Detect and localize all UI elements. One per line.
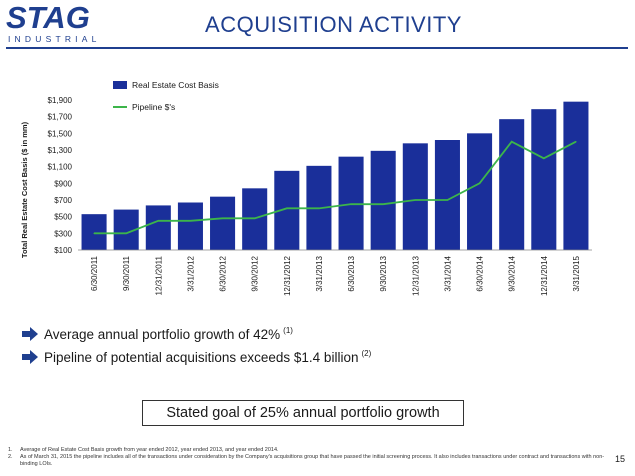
x-tick-label: 3/31/2014: [443, 255, 452, 291]
footnotes: 1. Average of Real Estate Cost Basis gro…: [8, 447, 608, 468]
x-tick-label: 12/31/2013: [411, 255, 420, 296]
x-tick-label: 3/31/2012: [186, 255, 195, 291]
x-tick-label: 6/30/2014: [476, 255, 485, 291]
footnote-1: 1. Average of Real Estate Cost Basis gro…: [8, 447, 608, 454]
bar-series: [81, 101, 589, 250]
footnote-2-number: 2.: [8, 454, 13, 460]
y-axis-ticks: $100 $300 $500 $700 $900 $1,100 $1,300 $1,500 $1…: [48, 96, 73, 255]
x-tick-label: 3/31/2015: [572, 255, 581, 291]
bar: [531, 109, 557, 250]
footnote-1-text: Average of Real Estate Cost Basis growth…: [20, 447, 279, 453]
bar: [499, 119, 525, 250]
pipeline-point: [93, 232, 95, 234]
pipeline-point: [543, 157, 545, 159]
bullet-pipeline: Pipeline of potential acquisitions excee…: [22, 348, 371, 366]
pipeline-point: [350, 203, 352, 205]
company-logo: STAG INDUSTRIAL: [6, 0, 116, 46]
page-number: 15: [614, 454, 625, 464]
y-tick-label: $100: [54, 246, 72, 255]
bar: [402, 143, 428, 250]
pipeline-point: [575, 141, 577, 143]
y-tick-label: $1,500: [48, 129, 73, 138]
y-tick-label: $900: [54, 179, 72, 188]
y-axis-title: Total Real Estate Cost Basis ($ in mm): [20, 121, 29, 258]
x-tick-label: 12/31/2012: [283, 255, 292, 296]
y-tick-label: $1,300: [48, 146, 73, 155]
x-tick-label: 9/30/2012: [251, 255, 260, 291]
x-tick-label: 6/30/2011: [90, 255, 99, 291]
footnote-2: 2. As of March 31, 2015 the pipeline inc…: [8, 454, 608, 468]
y-tick-label: $1,700: [48, 113, 73, 122]
bar: [563, 101, 589, 250]
x-tick-label: 9/30/2011: [122, 255, 131, 291]
pipeline-point: [221, 217, 224, 219]
x-tick-label: 9/30/2014: [508, 255, 517, 291]
pipeline-point: [478, 182, 481, 184]
y-tick-label: $1,100: [48, 163, 73, 172]
x-tick-label: 12/31/2014: [540, 255, 549, 296]
bar: [210, 196, 236, 250]
bar: [370, 150, 396, 250]
pipeline-point: [125, 232, 127, 234]
line-series: [93, 140, 577, 235]
y-tick-label: $300: [54, 229, 72, 238]
bullet-growth-text: Average annual portfolio growth of 42%: [44, 326, 281, 342]
arrow-right-icon: [22, 327, 38, 341]
pipeline-point: [446, 199, 449, 201]
bar: [81, 214, 107, 250]
x-tick-label: 3/31/2013: [315, 255, 324, 291]
legend-label-cost-basis: Real Estate Cost Basis: [132, 80, 219, 90]
y-tick-label: $500: [54, 213, 72, 222]
slide-title: ACQUISITION ACTIVITY: [205, 12, 462, 37]
y-tick-label: $700: [54, 196, 72, 205]
logo-wordmark: STAG: [6, 0, 90, 35]
title-rule: [6, 47, 628, 49]
bullet-pipeline-footnote: (2): [361, 348, 372, 358]
legend-label-pipeline: Pipeline $'s: [132, 102, 175, 112]
pipeline-point: [286, 207, 288, 209]
bullet-growth: Average annual portfolio growth of 42% (…: [22, 325, 293, 343]
footnote-1-number: 1.: [8, 447, 13, 453]
goal-text: Stated goal of 25% annual portfolio grow…: [166, 405, 440, 421]
pipeline-point: [189, 220, 192, 222]
x-tick-label: 6/30/2012: [219, 255, 228, 291]
chart-legend: Real Estate Cost Basis Pipeline $'s: [113, 80, 219, 112]
arrow-right-icon: [22, 350, 38, 364]
legend-swatch-bar: [113, 81, 127, 89]
x-tick-label: 12/31/2011: [154, 255, 163, 295]
bar: [177, 202, 203, 250]
x-axis-ticks: 6/30/2011 9/30/2011 12/31/2011 3/31/2012 6/3…: [90, 255, 581, 296]
x-tick-label: 9/30/2013: [379, 255, 388, 291]
y-tick-label: $1,900: [48, 96, 73, 105]
pipeline-point: [318, 207, 320, 209]
pipeline-point: [414, 199, 416, 201]
pipeline-point: [254, 217, 256, 219]
pipeline-point: [157, 220, 159, 222]
acquisition-chart: Total Real Estate Cost Basis ($ in mm) R…: [20, 80, 592, 296]
x-tick-label: 6/30/2013: [347, 255, 356, 291]
pipeline-point: [511, 141, 513, 143]
logo-tagline: INDUSTRIAL: [8, 34, 101, 44]
pipeline-point: [382, 203, 384, 205]
pipeline-line: [94, 140, 577, 235]
bullet-growth-footnote: (1): [283, 325, 293, 335]
goal-box: Stated goal of 25% annual portfolio grow…: [142, 400, 464, 426]
bullet-pipeline-text: Pipeline of potential acquisitions excee…: [44, 349, 359, 365]
footnote-2-text: As of March 31, 2015 the pipeline includ…: [20, 454, 605, 467]
bar: [467, 133, 493, 250]
slide-title-wrap: ACQUISITION ACTIVITY: [0, 12, 635, 38]
bar: [145, 205, 171, 250]
